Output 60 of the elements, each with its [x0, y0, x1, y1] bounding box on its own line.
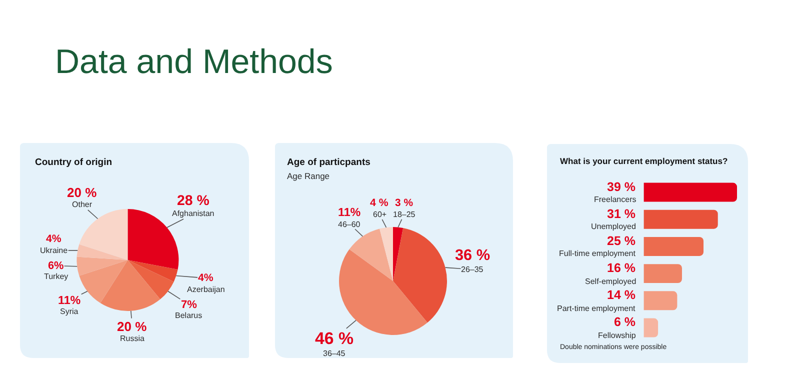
y-tick-label: Self-employed [585, 277, 636, 286]
data-label: 11% [338, 206, 362, 219]
data-label: 7% [181, 299, 198, 311]
slice-label: Russia [120, 334, 146, 343]
slice-label: 26–35 [461, 265, 484, 274]
pie-slice [128, 260, 174, 300]
chart-title: What is your current employment status? [560, 156, 728, 166]
chart-title: Country of origin [35, 157, 112, 168]
data-label: 16 % [607, 261, 636, 275]
slice-label: 46–60 [338, 220, 361, 229]
bar [644, 291, 678, 310]
y-tick-label: Freelancers [594, 195, 636, 204]
pie-slice [79, 260, 128, 304]
slice-label: Syria [60, 307, 79, 316]
y-tick-label: Part-time employment [557, 304, 636, 313]
slice-label: 60+ [373, 210, 387, 219]
bar [644, 236, 704, 256]
slice-label: Other [72, 200, 92, 209]
data-label: 36 % [455, 247, 490, 264]
data-label: 20 % [117, 319, 148, 334]
pie-slice [100, 260, 160, 311]
data-label: 28 % [177, 193, 210, 209]
pie-slice [380, 227, 393, 281]
data-label: 4% [198, 272, 214, 284]
slice-label: Azerbaijan [187, 285, 225, 294]
data-label: 46 % [315, 329, 354, 348]
data-label: 4% [46, 233, 62, 245]
chart-title: Age of particpants [287, 157, 370, 168]
bar [644, 318, 658, 338]
slice-label: Afghanistan [172, 209, 214, 218]
y-tick-label: Unemployed [591, 222, 636, 231]
data-label: 39 % [607, 180, 636, 194]
chart-subtitle: Age Range [287, 171, 330, 181]
data-label: 20 % [67, 185, 98, 200]
pie-slice [393, 228, 447, 323]
slice-label: 36–45 [323, 349, 346, 358]
y-tick-label: Fellowship [598, 331, 636, 340]
pie-slice [76, 256, 128, 276]
data-label: 6% [48, 260, 64, 272]
y-tick-label: Full-time employment [559, 249, 636, 258]
slice-label: Ukraine [40, 246, 68, 255]
data-label: 31 % [607, 207, 636, 221]
data-label: 3 % [395, 198, 413, 209]
pie-slice [79, 209, 128, 260]
bar [644, 210, 718, 229]
bar [644, 264, 682, 284]
data-label: 11% [58, 294, 82, 307]
pie-slice [349, 228, 393, 281]
pie-slice [393, 227, 404, 281]
slice-label: Turkey [44, 272, 68, 281]
data-label: 4 % [370, 197, 389, 209]
data-label: 6 % [614, 315, 636, 329]
text: Data and Methods [55, 43, 333, 81]
slice-label: 18–25 [393, 210, 416, 219]
pie-slice [128, 260, 178, 282]
data-label: 25 % [607, 234, 636, 248]
bar [644, 182, 737, 202]
pie-slice [76, 244, 128, 260]
data-label: 14 % [607, 288, 636, 302]
slice-label: Belarus [175, 311, 202, 320]
